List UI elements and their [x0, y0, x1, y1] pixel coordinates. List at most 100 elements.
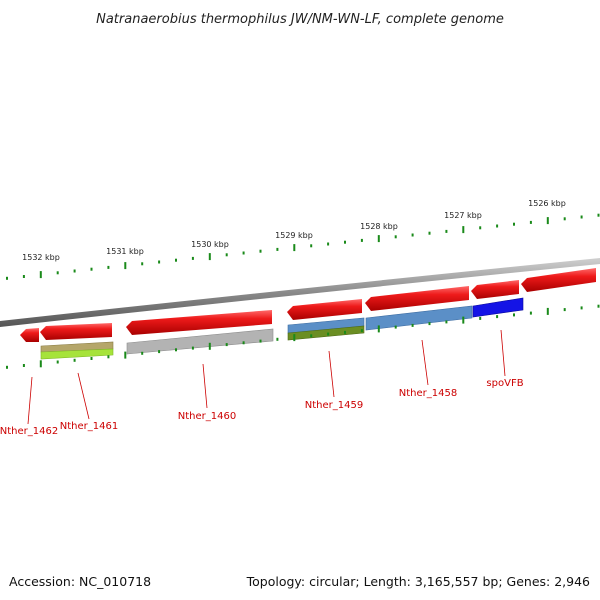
outer-scale-minor-tick: [428, 231, 431, 235]
outer-scale-minor-tick: [158, 260, 161, 264]
outer-scale-minor-tick: [360, 238, 363, 242]
gene-label-nther-1460[interactable]: Nther_1460: [178, 411, 236, 422]
outer-scale-major-tick: [208, 253, 211, 261]
outer-scale-minor-tick: [597, 213, 600, 217]
outer-scale-minor-tick: [310, 244, 313, 248]
map-title: Natranaerobius thermophilus JW/NM-WN-LF,…: [96, 12, 504, 27]
outer-scale-minor-tick: [6, 276, 8, 280]
gene-label-nther-1462[interactable]: Nther_1462: [0, 426, 58, 437]
scale-label-1529: 1529 kbp: [275, 231, 313, 240]
outer-scale-minor-tick: [563, 217, 566, 221]
cog-bars: [40, 297, 524, 360]
inner-scale-minor-tick: [175, 348, 177, 352]
inner-scale-minor-tick: [56, 360, 59, 364]
scale-label-1532: 1532 kbp: [22, 253, 60, 262]
inner-scale-minor-tick: [225, 343, 228, 347]
gene-label-nther-1461[interactable]: Nther_1461: [60, 421, 118, 432]
scale-labels: 1532 kbp 1531 kbp 1530 kbp 1529 kbp 1528…: [22, 199, 566, 262]
gene-arrow-nther-1459[interactable]: [287, 299, 362, 320]
scale-label-1527: 1527 kbp: [444, 211, 482, 220]
leader-nther-1458: [421, 339, 429, 386]
inner-scale-minor-tick: [22, 364, 25, 367]
outer-scale-minor-tick: [73, 269, 76, 273]
gene-label-spovfb[interactable]: spoVFB: [486, 378, 523, 389]
gene-arrow-next[interactable]: [521, 268, 596, 292]
inner-scale-ticks: [6, 304, 600, 369]
inner-scale-minor-tick: [73, 358, 76, 362]
gene-label-leaders: [27, 329, 506, 425]
inner-scale-minor-tick: [276, 337, 279, 341]
outer-scale-minor-tick: [276, 247, 279, 251]
inner-scale-minor-tick: [513, 313, 515, 317]
inner-scale-major-tick: [462, 316, 465, 324]
cog-bar-nther-1458: [365, 305, 473, 331]
inner-scale-major-tick: [39, 360, 42, 368]
inner-scale-minor-tick: [563, 308, 566, 312]
gene-label-nther-1458[interactable]: Nther_1458: [399, 388, 457, 399]
outer-scale-major-tick: [124, 262, 127, 270]
scale-label-1530: 1530 kbp: [191, 240, 229, 249]
outer-scale-minor-tick: [479, 226, 482, 230]
outer-scale-minor-tick: [529, 220, 532, 224]
gene-labels: Nther_1462 Nther_1461 Nther_1460 Nther_1…: [0, 378, 524, 437]
inner-scale-minor-tick: [191, 346, 194, 350]
inner-scale-minor-tick: [242, 341, 245, 345]
inner-scale-major-tick: [377, 325, 380, 333]
scale-label-1528: 1528 kbp: [360, 222, 398, 231]
inner-scale-minor-tick: [411, 323, 414, 327]
scale-label-1531: 1531 kbp: [106, 247, 144, 256]
outer-scale-minor-tick: [344, 240, 346, 244]
outer-scale-minor-tick: [191, 256, 194, 260]
inner-scale-minor-tick: [360, 329, 363, 333]
inner-scale-minor-tick: [344, 330, 346, 334]
gene-arrow-nther-1460[interactable]: [126, 310, 272, 335]
inner-scale-minor-tick: [6, 365, 8, 369]
cog-bar-nther-1460: [126, 328, 274, 355]
inner-scale-minor-tick: [141, 351, 144, 355]
gene-arrow-nther-1461[interactable]: [40, 323, 112, 340]
accession-text: Accession: NC_010718: [9, 574, 151, 589]
leader-spovfb: [500, 329, 506, 377]
gene-label-nther-1459[interactable]: Nther_1459: [305, 400, 363, 411]
inner-scale-major-tick: [293, 334, 296, 342]
outer-scale-major-tick: [293, 244, 296, 252]
inner-scale-minor-tick: [428, 322, 431, 326]
outer-scale-ticks: [6, 213, 600, 280]
topology-text: Topology: circular; Length: 3,165,557 bp…: [246, 574, 590, 589]
inner-scale-minor-tick: [479, 316, 482, 320]
gene-arrow-nther-1458[interactable]: [365, 286, 469, 311]
outer-scale-major-tick: [546, 217, 549, 225]
gene-arrow-nther-1462[interactable]: [20, 328, 39, 342]
leader-nther-1462: [27, 376, 33, 425]
outer-scale-minor-tick: [225, 253, 228, 257]
outer-scale-minor-tick: [445, 229, 448, 233]
leader-nther-1459: [328, 350, 335, 398]
inner-scale-minor-tick: [580, 306, 583, 310]
inner-scale-major-tick: [124, 351, 127, 359]
gene-arrows: [20, 268, 596, 342]
scale-label-1526: 1526 kbp: [528, 199, 566, 208]
inner-scale-minor-tick: [310, 334, 313, 338]
cog-bar-spovfb: [472, 297, 524, 318]
inner-scale-minor-tick: [529, 311, 532, 315]
inner-scale-minor-tick: [158, 350, 161, 354]
outer-scale-minor-tick: [56, 271, 59, 275]
inner-scale-minor-tick: [327, 332, 330, 336]
outer-scale-minor-tick: [394, 235, 397, 239]
outer-scale-minor-tick: [496, 224, 499, 228]
inner-scale-minor-tick: [394, 325, 397, 329]
outer-scale-major-tick: [462, 226, 465, 234]
outer-scale-minor-tick: [580, 215, 583, 219]
outer-scale-minor-tick: [175, 258, 177, 262]
leader-nther-1461: [77, 372, 90, 420]
outer-scale-minor-tick: [411, 233, 414, 237]
outer-scale-major-tick: [377, 235, 380, 243]
outer-scale-minor-tick: [242, 251, 245, 255]
cog-bar-nther-1461-b: [40, 348, 114, 360]
outer-scale-minor-tick: [141, 262, 144, 266]
cog-bar-nther-1459-b: [287, 325, 365, 341]
gene-arrow-spovfb[interactable]: [471, 280, 519, 299]
inner-scale-minor-tick: [90, 357, 93, 360]
